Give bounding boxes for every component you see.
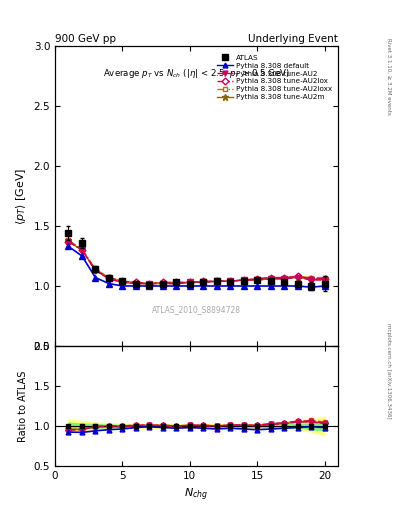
X-axis label: $N_{chg}$: $N_{chg}$: [184, 486, 209, 503]
Y-axis label: Ratio to ATLAS: Ratio to ATLAS: [18, 370, 28, 442]
Text: Underlying Event: Underlying Event: [248, 33, 338, 44]
Text: mcplots.cern.ch [arXiv:1306.3436]: mcplots.cern.ch [arXiv:1306.3436]: [386, 324, 391, 419]
Legend: ATLAS, Pythia 8.308 default, Pythia 8.308 tune-AU2, Pythia 8.308 tune-AU2lox, Py: ATLAS, Pythia 8.308 default, Pythia 8.30…: [215, 53, 334, 102]
Text: 900 GeV pp: 900 GeV pp: [55, 33, 116, 44]
Text: ATLAS_2010_S8894728: ATLAS_2010_S8894728: [152, 306, 241, 314]
Y-axis label: $\langle p_T \rangle$ [GeV]: $\langle p_T \rangle$ [GeV]: [14, 167, 28, 225]
Text: Rivet 3.1.10, ≥ 3.2M events: Rivet 3.1.10, ≥ 3.2M events: [386, 38, 391, 115]
Text: Average $p_T$ vs $N_{ch}$ ($|\eta|$ < 2.5, $p_T$ > 0.5 GeV): Average $p_T$ vs $N_{ch}$ ($|\eta|$ < 2.…: [103, 67, 290, 80]
